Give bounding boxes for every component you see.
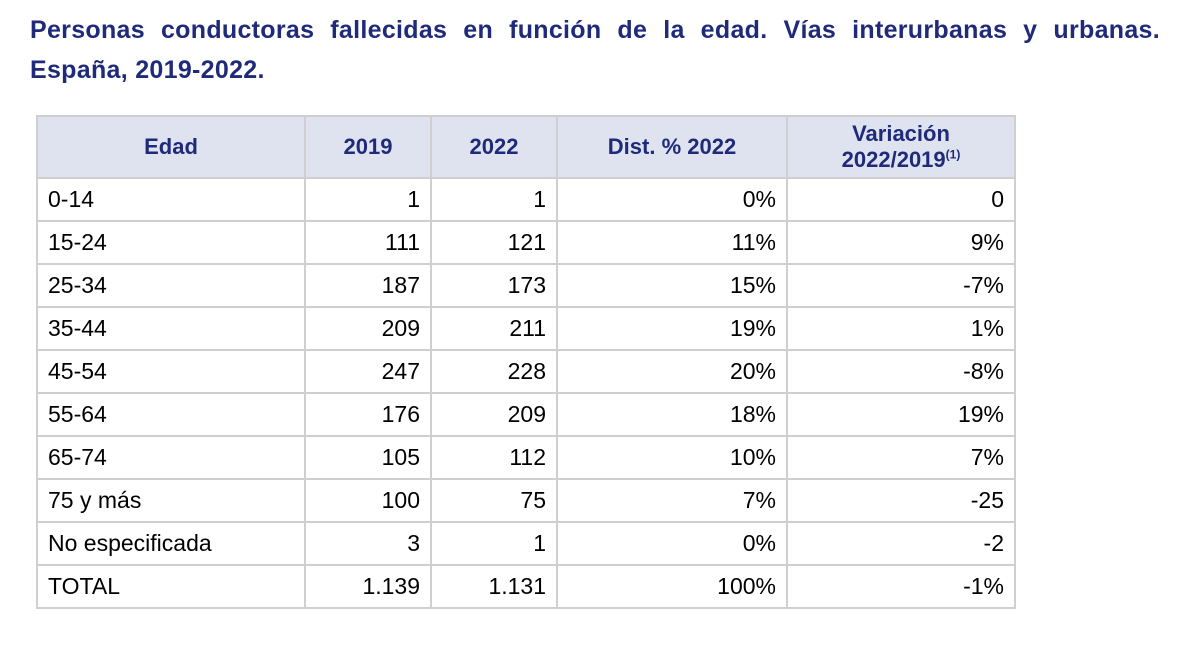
cell-variacion: 9% <box>786 220 1016 265</box>
cell-2022: 112 <box>430 435 558 480</box>
cell-edad: 0-14 <box>36 177 306 222</box>
cell-2022: 209 <box>430 392 558 437</box>
table-row: 75 y más 100 75 7% -25 <box>36 478 1016 523</box>
header-variacion-line1: Variación <box>852 121 950 146</box>
cell-2022: 1 <box>430 177 558 222</box>
table-row: 35-44 209 211 19% 1% <box>36 306 1016 351</box>
cell-2022: 211 <box>430 306 558 351</box>
cell-edad: No especificada <box>36 521 306 566</box>
cell-edad: 35-44 <box>36 306 306 351</box>
cell-dist: 10% <box>556 435 788 480</box>
cell-variacion: -25 <box>786 478 1016 523</box>
cell-2022: 1.131 <box>430 564 558 609</box>
header-edad: Edad <box>36 115 306 179</box>
cell-variacion: 19% <box>786 392 1016 437</box>
cell-2022: 121 <box>430 220 558 265</box>
cell-2019: 1 <box>304 177 432 222</box>
footnote-marker: (1) <box>945 147 961 162</box>
cell-variacion: -8% <box>786 349 1016 394</box>
table-row: No especificada 3 1 0% -2 <box>36 521 1016 566</box>
cell-dist: 19% <box>556 306 788 351</box>
cell-2022: 1 <box>430 521 558 566</box>
cell-2019: 247 <box>304 349 432 394</box>
cell-2022: 228 <box>430 349 558 394</box>
cell-dist: 11% <box>556 220 788 265</box>
cell-variacion: 7% <box>786 435 1016 480</box>
cell-edad: 25-34 <box>36 263 306 308</box>
table-row: 15-24 111 121 11% 9% <box>36 220 1016 265</box>
cell-variacion: -1% <box>786 564 1016 609</box>
cell-edad: 55-64 <box>36 392 306 437</box>
table-body: 0-14 1 1 0% 0 15-24 111 121 11% 9% 25-34 187 173 15% -… <box>36 177 1016 609</box>
cell-2022: 75 <box>430 478 558 523</box>
fatalities-table: Edad 2019 2022 Dist. % 2022 Variación 20… <box>36 115 1016 609</box>
cell-edad: 45-54 <box>36 349 306 394</box>
cell-dist: 7% <box>556 478 788 523</box>
cell-dist: 20% <box>556 349 788 394</box>
cell-dist: 18% <box>556 392 788 437</box>
cell-edad: 65-74 <box>36 435 306 480</box>
cell-2019: 111 <box>304 220 432 265</box>
cell-edad: 75 y más <box>36 478 306 523</box>
cell-variacion: 0 <box>786 177 1016 222</box>
table-row: 65-74 105 112 10% 7% <box>36 435 1016 480</box>
cell-2019: 1.139 <box>304 564 432 609</box>
header-variacion: Variación 2022/2019(1) <box>786 115 1016 179</box>
cell-dist: 15% <box>556 263 788 308</box>
cell-2022: 173 <box>430 263 558 308</box>
table-row: TOTAL 1.139 1.131 100% -1% <box>36 564 1016 609</box>
header-variacion-line2: 2022/2019 <box>841 147 946 172</box>
header-dist: Dist. % 2022 <box>556 115 788 179</box>
header-2022: 2022 <box>430 115 558 179</box>
cell-2019: 187 <box>304 263 432 308</box>
cell-dist: 0% <box>556 177 788 222</box>
cell-2019: 176 <box>304 392 432 437</box>
table-row: 55-64 176 209 18% 19% <box>36 392 1016 437</box>
table-row: 0-14 1 1 0% 0 <box>36 177 1016 222</box>
cell-edad: 15-24 <box>36 220 306 265</box>
table-row: 25-34 187 173 15% -7% <box>36 263 1016 308</box>
header-2019: 2019 <box>304 115 432 179</box>
cell-dist: 100% <box>556 564 788 609</box>
cell-2019: 209 <box>304 306 432 351</box>
cell-2019: 3 <box>304 521 432 566</box>
cell-variacion: -7% <box>786 263 1016 308</box>
cell-variacion: 1% <box>786 306 1016 351</box>
cell-variacion: -2 <box>786 521 1016 566</box>
header-row: Edad 2019 2022 Dist. % 2022 Variación 20… <box>36 115 1016 179</box>
cell-edad: TOTAL <box>36 564 306 609</box>
page-title: Personas conductoras fallecidas en funci… <box>30 16 1160 84</box>
cell-2019: 105 <box>304 435 432 480</box>
cell-dist: 0% <box>556 521 788 566</box>
cell-2019: 100 <box>304 478 432 523</box>
table-row: 45-54 247 228 20% -8% <box>36 349 1016 394</box>
table-header: Edad 2019 2022 Dist. % 2022 Variación 20… <box>36 115 1016 179</box>
